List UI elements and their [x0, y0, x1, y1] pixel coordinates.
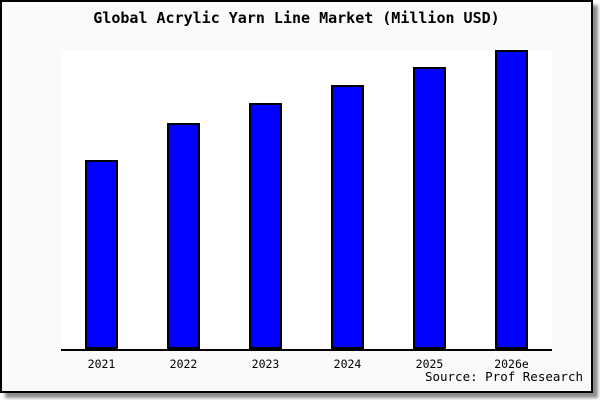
- bar-2026e: [495, 50, 528, 349]
- x-tick-label-2023: 2023: [251, 357, 280, 371]
- chart-card: Global Acrylic Yarn Line Market (Million…: [0, 0, 593, 393]
- bar-2024: [331, 85, 364, 349]
- bar-2022: [167, 123, 200, 349]
- bar-2023: [249, 103, 282, 349]
- x-tick-label-2024: 2024: [333, 357, 362, 371]
- plot-area: [61, 50, 552, 351]
- bar-2025: [413, 67, 446, 349]
- x-tick-label-2021: 2021: [87, 357, 116, 371]
- x-tick-label-2022: 2022: [169, 357, 198, 371]
- bar-2021: [85, 160, 118, 349]
- x-tick-label-2025: 2025: [415, 357, 444, 371]
- x-tick-label-2026e: 2026e: [494, 357, 529, 371]
- source-text: Source: Prof Research: [424, 369, 583, 384]
- chart-title: Global Acrylic Yarn Line Market (Million…: [93, 9, 500, 27]
